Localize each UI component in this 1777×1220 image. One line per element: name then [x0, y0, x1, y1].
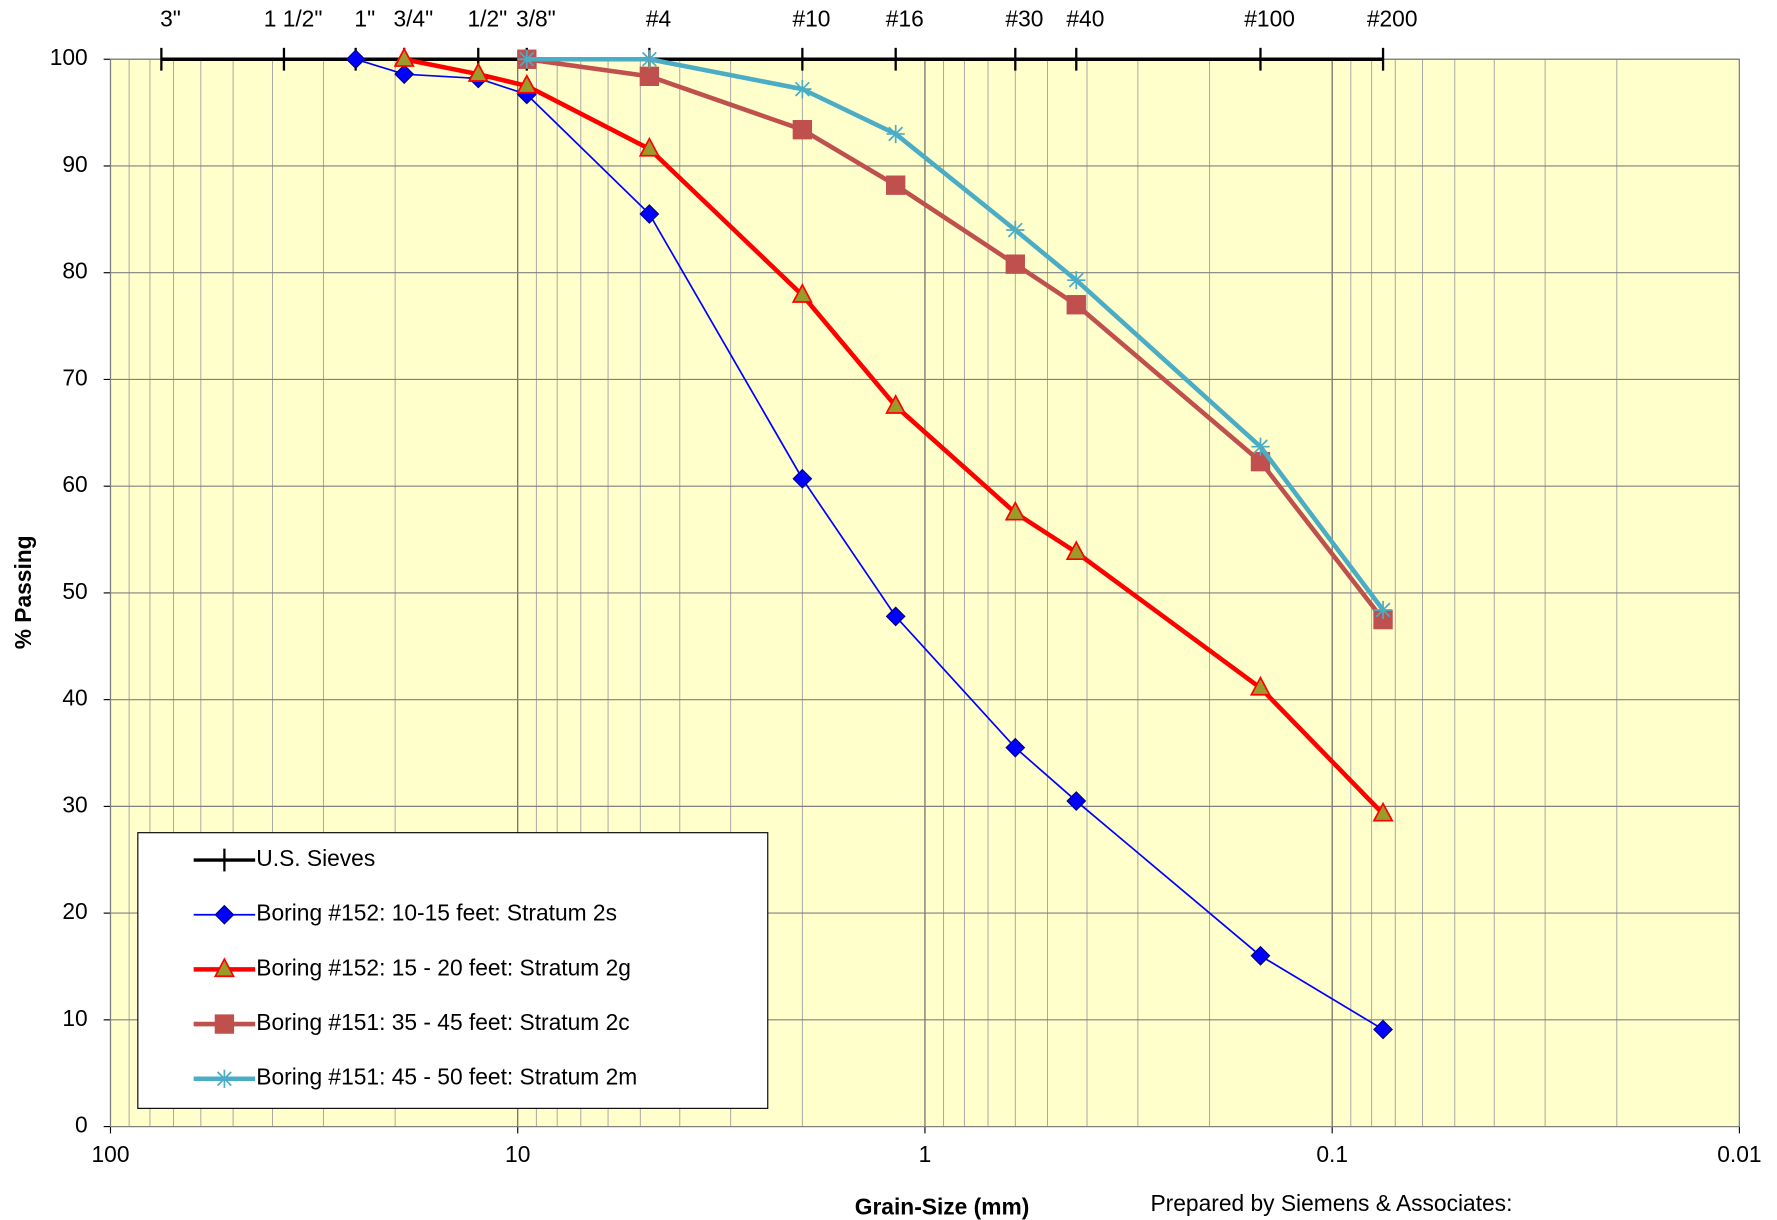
marker	[517, 50, 536, 69]
marker	[345, 49, 366, 70]
sieve-label: #30	[1005, 6, 1043, 32]
y-axis-title: % Passing	[10, 535, 36, 649]
marker	[1065, 540, 1087, 561]
marker	[885, 394, 907, 414]
sieve-label: 1/2"	[468, 6, 508, 32]
x-tick-label: 1	[919, 1141, 932, 1167]
legend-label: Boring #151: 45 - 50 feet: Stratum 2m	[256, 1064, 637, 1090]
marker	[1005, 737, 1026, 758]
y-tick-label: 70	[62, 364, 87, 390]
sieve-label: 3"	[160, 6, 181, 32]
annotation: Prepared by Siemens & Associates:	[1150, 1190, 1512, 1216]
y-tick-label: 50	[62, 578, 87, 604]
sieve-label: 3/8"	[516, 6, 556, 32]
marker	[1005, 254, 1025, 274]
marker	[1250, 945, 1271, 966]
marker	[886, 124, 905, 144]
sieve-label: 3/4"	[393, 6, 433, 32]
marker	[640, 50, 659, 69]
marker	[792, 468, 813, 489]
x-tick-label: 0.01	[1717, 1141, 1761, 1167]
marker	[1372, 801, 1394, 822]
marker	[792, 120, 813, 140]
y-tick-label: 60	[62, 471, 87, 497]
sieve-label: 1 1/2"	[264, 6, 323, 32]
marker	[1249, 675, 1272, 696]
sieve-label: #10	[792, 6, 830, 32]
y-tick-label: 40	[62, 685, 87, 711]
marker	[1373, 1019, 1393, 1040]
marker	[639, 204, 660, 224]
sieve-label: 1"	[354, 6, 375, 32]
series-line	[403, 57, 1385, 816]
marker	[1067, 271, 1086, 290]
series-line	[526, 56, 1385, 612]
marker	[516, 73, 538, 94]
marker	[467, 62, 489, 82]
x-tick-label: 10	[505, 1141, 530, 1167]
legend-label: Boring #152: 15 - 20 feet: Stratum 2g	[256, 954, 631, 980]
x-tick-label: 0.1	[1316, 1141, 1348, 1167]
marker	[213, 957, 235, 978]
marker	[394, 64, 415, 85]
marker	[885, 606, 906, 627]
marker	[1066, 295, 1086, 315]
marker	[215, 1069, 234, 1088]
legend-label: Boring #151: 35 - 45 feet: Stratum 2c	[256, 1009, 629, 1035]
legend-label: Boring #152: 10-15 feet: Stratum 2s	[256, 900, 617, 926]
marker	[791, 283, 813, 303]
marker	[793, 80, 812, 99]
marker	[885, 175, 906, 195]
marker	[1004, 500, 1026, 521]
y-tick-label: 100	[50, 44, 88, 70]
marker	[214, 904, 235, 925]
marker	[1006, 220, 1025, 240]
legend-label: U.S. Sieves	[256, 845, 375, 871]
y-tick-label: 0	[75, 1112, 88, 1138]
x-axis-title: Grain-Size (mm)	[855, 1194, 1030, 1220]
marker	[639, 66, 660, 87]
sieve-label: #16	[886, 6, 924, 32]
marker	[393, 47, 415, 67]
series-line	[526, 56, 1385, 621]
y-tick-label: 90	[62, 151, 87, 177]
y-tick-label: 20	[62, 898, 87, 924]
marker	[1373, 600, 1393, 620]
sieve-label: #4	[646, 6, 671, 32]
marker	[1066, 791, 1087, 811]
y-tick-label: 80	[62, 258, 87, 284]
marker	[638, 136, 660, 157]
sieve-label: #100	[1244, 6, 1295, 32]
x-tick-label: 100	[92, 1141, 130, 1167]
marker	[214, 1014, 235, 1034]
sieve-label: #200	[1367, 6, 1418, 32]
sieve-label: #40	[1066, 6, 1104, 32]
y-tick-label: 10	[62, 1005, 87, 1031]
y-tick-label: 30	[62, 791, 87, 817]
marker	[1251, 437, 1270, 456]
